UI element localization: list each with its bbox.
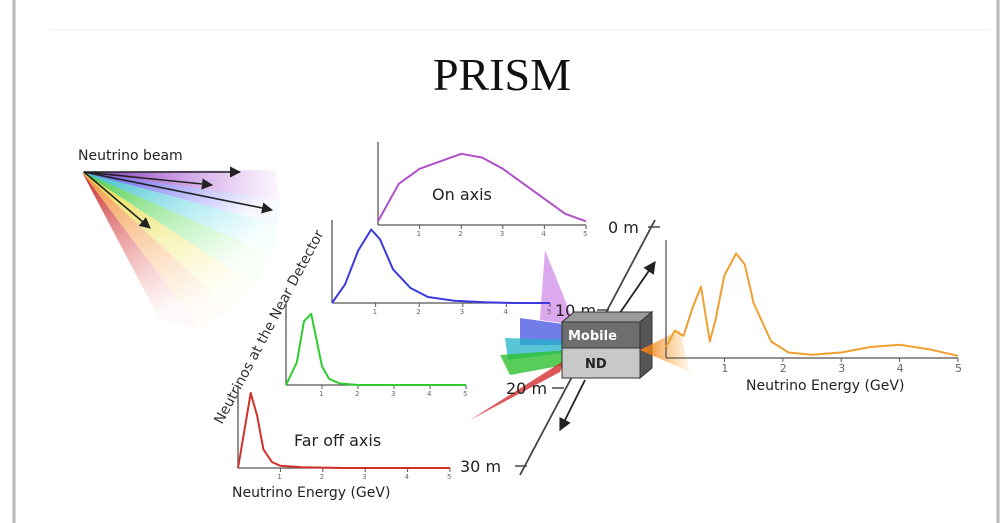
beam-arrow-3 bbox=[83, 171, 274, 214]
spectrum-charts: 1 2 3 4 5 1 2 3 4 5 1 2 3 4 5 1 2 3 4 5 1 2 3 4 5 bbox=[237, 142, 962, 481]
far-off-axis-tick-label-4: 4 bbox=[405, 473, 410, 481]
offset-20m-tick-label-2: 2 bbox=[355, 390, 359, 398]
on-axis-tick-label-2: 2 bbox=[458, 230, 462, 238]
far-detector-tick-label-1: 1 bbox=[721, 362, 728, 375]
offset-arrow-up bbox=[614, 260, 656, 321]
mobile-near-detector: Mobile ND bbox=[560, 310, 654, 380]
far-off-axis-tick-label-5: 5 bbox=[447, 473, 451, 481]
beam-band-green bbox=[82, 172, 272, 285]
offset-label-20: 20 m bbox=[506, 379, 547, 398]
far-off-axis-label: Far off axis bbox=[294, 431, 381, 450]
incoming-red bbox=[470, 360, 565, 420]
beam-label: Neutrino beam bbox=[78, 148, 183, 164]
on-axis-label: On axis bbox=[432, 185, 492, 204]
slide-title: PRISM bbox=[432, 49, 572, 100]
on-axis-spectrum-panel: 1 2 3 4 5 bbox=[377, 142, 587, 238]
incoming-blue bbox=[520, 318, 570, 345]
offset-20m-tick-label-4: 4 bbox=[427, 390, 432, 398]
detector-label-nd: ND bbox=[585, 357, 607, 372]
on-axis-tick-label-4: 4 bbox=[541, 230, 546, 238]
on-axis-curve bbox=[377, 152, 587, 223]
on-axis-tick-label-1: 1 bbox=[417, 230, 421, 238]
offset-20m-curve bbox=[285, 312, 466, 386]
offset-10m-tick-label-3: 3 bbox=[460, 308, 464, 316]
far-detector-curve bbox=[665, 252, 959, 357]
far-off-axis-tick-label-1: 1 bbox=[277, 473, 281, 481]
detector-lower-block bbox=[561, 347, 641, 379]
right-energy-axis-label: Neutrino Energy (GeV) bbox=[746, 378, 904, 394]
far-off-axis-curve bbox=[237, 392, 450, 469]
offset-20m-tick-label-1: 1 bbox=[319, 390, 323, 398]
incoming-green bbox=[500, 350, 570, 375]
far-detector-tick-label-2: 2 bbox=[780, 362, 787, 375]
offset-arrow-down bbox=[559, 379, 586, 432]
offset-10m-spectrum-panel: 1 2 3 4 5 bbox=[331, 220, 551, 316]
incoming-purple bbox=[540, 250, 575, 325]
beam-band-cyan bbox=[82, 172, 278, 255]
offset-10m-tick-label-4: 4 bbox=[503, 308, 508, 316]
far-off-axis-spectrum-panel: 1 2 3 4 5 bbox=[237, 385, 451, 481]
beam-band-blue bbox=[82, 172, 280, 225]
offset-10m-curve bbox=[331, 228, 550, 304]
detector-top-face bbox=[560, 311, 654, 323]
offset-label-0: 0 m bbox=[608, 218, 639, 237]
offset-20m-tick-label-3: 3 bbox=[391, 390, 395, 398]
offset-20m-spectrum-panel: 1 2 3 4 5 bbox=[285, 302, 467, 398]
detector-upper-block bbox=[561, 321, 641, 349]
detector-label-mobile: Mobile bbox=[568, 329, 617, 344]
far-detector-spectrum-panel: 1 2 3 4 5 bbox=[665, 240, 962, 375]
far-off-axis-tick-label-2: 2 bbox=[320, 473, 324, 481]
outgoing-orange-fan bbox=[640, 330, 690, 372]
far-off-axis-tick-label-3: 3 bbox=[362, 473, 366, 481]
far-detector-tick-label-4: 4 bbox=[897, 362, 904, 375]
offset-10m-tick-label-5: 5 bbox=[547, 308, 551, 316]
offset-10m-tick-label-1: 1 bbox=[373, 308, 377, 316]
offset-20m-tick-label-5: 5 bbox=[463, 390, 467, 398]
neutrino-beam-fan: Neutrino beam bbox=[78, 148, 280, 330]
detector-rainbow-fan bbox=[470, 250, 575, 420]
on-axis-tick-label-5: 5 bbox=[583, 230, 587, 238]
offset-label-30: 30 m bbox=[460, 457, 501, 476]
beam-arrow-4 bbox=[83, 171, 151, 229]
beam-arrow-2 bbox=[83, 171, 214, 190]
beam-band-orange bbox=[82, 172, 230, 330]
far-detector-tick-label-5: 5 bbox=[955, 362, 962, 375]
far-detector-tick-label-3: 3 bbox=[838, 362, 845, 375]
offset-10m-tick-label-2: 2 bbox=[416, 308, 420, 316]
on-axis-tick-label-3: 3 bbox=[500, 230, 504, 238]
left-energy-axis-label: Neutrino Energy (GeV) bbox=[232, 485, 390, 501]
